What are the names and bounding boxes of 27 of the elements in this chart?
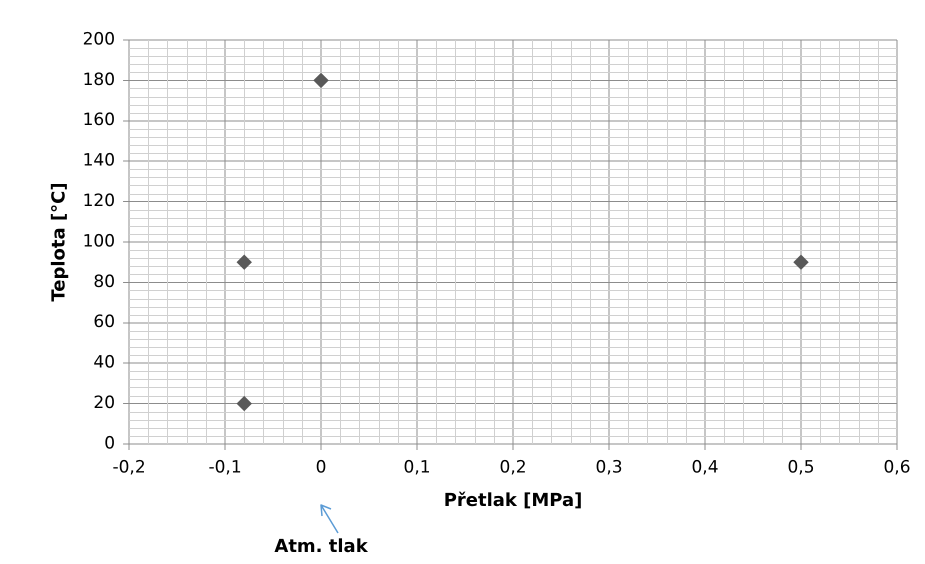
x-tick-label: -0,1 (208, 458, 242, 478)
point (314, 72, 329, 88)
x-tick-label: 0 (316, 458, 326, 478)
y-tick-label: 160 (82, 110, 116, 130)
x-axis-title: Přetlak [MPa] (444, 490, 582, 511)
y-tick-label: 20 (93, 393, 116, 414)
point (236, 396, 252, 412)
y-tick-label: 40 (93, 352, 116, 373)
y-tick-label: 100 (82, 231, 116, 252)
x-tick-label: 0,6 (883, 458, 911, 478)
x-tick-label: 0,1 (404, 458, 431, 478)
y-tick-label: 120 (82, 191, 116, 212)
x-tick-label: 0,2 (500, 458, 527, 478)
point (794, 254, 809, 270)
x-tick-label: -0,2 (112, 458, 146, 478)
y-tick-label: 60 (93, 312, 116, 332)
text: Atm. tlak (274, 536, 368, 557)
y-axis-title: Teplota [°C] (48, 182, 70, 302)
point (236, 254, 252, 270)
y-tick-label: 80 (93, 272, 116, 292)
y-tick-label: 180 (82, 70, 116, 90)
x-tick-label: 0,5 (787, 458, 815, 478)
x-tick-label: 0,3 (595, 458, 623, 478)
y-tick-label: 200 (82, 29, 116, 50)
y-tick-label: 0 (104, 433, 116, 454)
y-tick-label: 140 (82, 150, 116, 171)
x-tick-label: 0,4 (691, 458, 719, 478)
